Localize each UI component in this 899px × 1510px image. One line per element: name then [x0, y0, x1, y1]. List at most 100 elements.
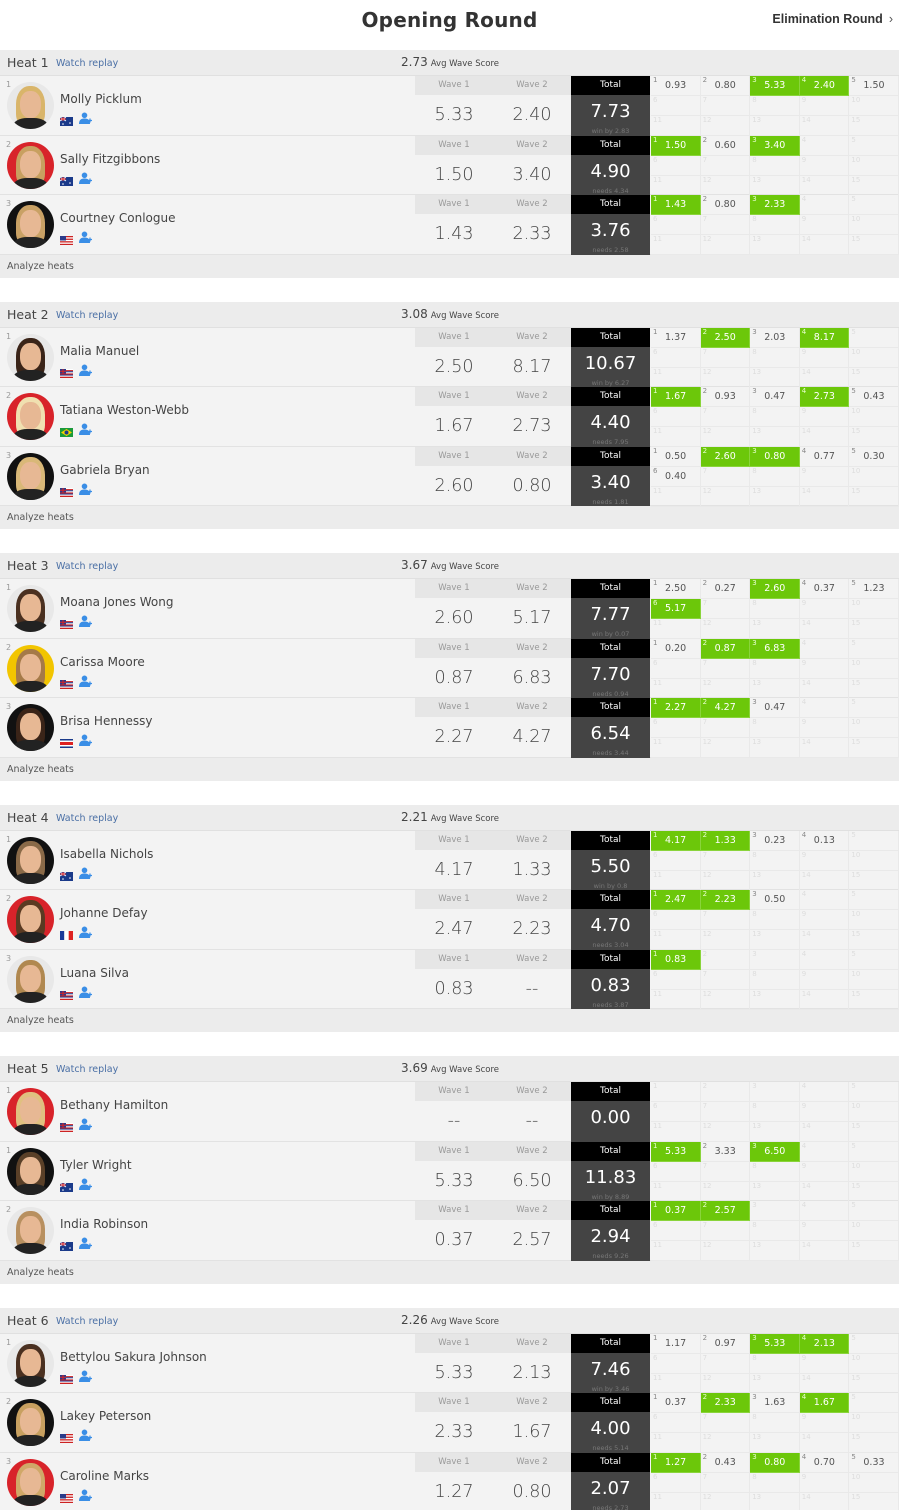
athlete-name[interactable]: Malia Manuel	[60, 343, 140, 358]
wave-score-cell[interactable]: 2 0.43	[700, 1452, 751, 1473]
wave-score-cell[interactable]: 1 0.20	[651, 638, 701, 659]
follow-athlete-icon[interactable]	[79, 1234, 93, 1249]
wave-score-cell[interactable]: 4 1.67	[799, 1393, 850, 1413]
follow-athlete-icon[interactable]	[79, 731, 93, 746]
follow-athlete-icon[interactable]	[79, 1367, 93, 1382]
wave-score-cell[interactable]: 1 0.37	[651, 1393, 701, 1413]
avatar[interactable]	[7, 1339, 54, 1387]
wave-score-cell[interactable]: 3 2.03	[750, 327, 800, 348]
avatar[interactable]	[7, 955, 54, 1003]
wave-score-cell[interactable]: 1 1.43	[651, 195, 701, 215]
athlete-name[interactable]: Bethany Hamilton	[60, 1098, 169, 1112]
wave-score-cell[interactable]: 6 5.17	[651, 599, 701, 619]
wave-score-cell[interactable]: 1 0.37	[651, 1201, 701, 1221]
wave-score-cell[interactable]: 4 0.77	[799, 446, 850, 467]
wave-score-cell[interactable]: 1 1.17	[651, 1333, 701, 1354]
wave-score-cell[interactable]: 2 0.80	[700, 195, 751, 215]
wave-score-cell[interactable]: 1 2.47	[651, 890, 701, 910]
wave-score-cell[interactable]: 1 1.27	[651, 1452, 701, 1473]
athlete-name[interactable]: Bettylou Sakura Johnson	[60, 1349, 207, 1364]
avatar[interactable]	[7, 393, 54, 440]
wave-score-cell[interactable]: 3 0.80	[750, 446, 800, 467]
wave-score-cell[interactable]: 1 0.83	[651, 949, 701, 970]
wave-score-cell[interactable]: 4 0.70	[799, 1452, 850, 1473]
athlete-name[interactable]: Johanne Defay	[60, 906, 148, 920]
avatar[interactable]	[7, 1399, 54, 1446]
wave-score-cell[interactable]: 2 3.33	[700, 1141, 751, 1162]
wave-score-cell[interactable]: 4 2.73	[799, 387, 850, 407]
wave-score-cell[interactable]: 3 5.33	[750, 1333, 800, 1354]
avatar[interactable]	[7, 585, 54, 632]
wave-score-cell[interactable]: 5 1.23	[849, 579, 899, 599]
wave-score-cell[interactable]: 3 3.40	[750, 135, 800, 156]
watch-replay-link[interactable]: Watch replay	[56, 58, 119, 69]
avatar[interactable]	[7, 1207, 54, 1254]
watch-replay-link[interactable]: Watch replay	[56, 561, 119, 572]
avatar[interactable]	[7, 836, 54, 884]
athlete-name[interactable]: Courtney Conlogue	[60, 211, 176, 225]
watch-replay-link[interactable]: Watch replay	[56, 1315, 119, 1327]
wave-score-cell[interactable]: 2 0.80	[700, 76, 751, 96]
wave-score-cell[interactable]: 3 0.80	[750, 1452, 800, 1473]
wave-score-cell[interactable]: 3 0.23	[750, 830, 800, 851]
follow-athlete-icon[interactable]	[79, 923, 93, 938]
avatar[interactable]	[7, 1458, 54, 1506]
wave-score-cell[interactable]: 1 0.93	[651, 76, 701, 96]
athlete-name[interactable]: India Robinson	[60, 1217, 149, 1231]
wave-score-cell[interactable]: 2 2.50	[700, 327, 751, 348]
wave-score-cell[interactable]: 2 1.33	[700, 830, 751, 851]
wave-score-cell[interactable]: 3 5.33	[750, 76, 800, 96]
athlete-name[interactable]: Lakey Peterson	[60, 1409, 152, 1423]
wave-score-cell[interactable]: 3 1.63	[750, 1393, 800, 1413]
athlete-name[interactable]: Sally Fitzgibbons	[60, 151, 161, 166]
wave-score-cell[interactable]: 3 6.83	[750, 638, 800, 659]
wave-score-cell[interactable]: 5 0.30	[849, 446, 899, 467]
wave-score-cell[interactable]: 4 8.17	[799, 327, 850, 348]
wave-score-cell[interactable]: 3 6.50	[750, 1141, 800, 1162]
athlete-name[interactable]: Isabella Nichols	[60, 846, 154, 861]
avatar[interactable]	[7, 704, 54, 751]
avatar[interactable]	[7, 141, 54, 189]
follow-athlete-icon[interactable]	[79, 1175, 93, 1190]
athlete-name[interactable]: Tatiana Weston-Webb	[60, 403, 189, 417]
wave-score-cell[interactable]: 3 2.33	[750, 195, 800, 215]
wave-score-cell[interactable]: 2 4.27	[700, 698, 751, 718]
wave-score-cell[interactable]: 6 0.40	[651, 466, 701, 487]
wave-score-cell[interactable]: 2 0.27	[700, 579, 751, 599]
wave-score-cell[interactable]: 1 5.33	[651, 1141, 701, 1162]
wave-score-cell[interactable]: 2 0.60	[700, 135, 751, 156]
avatar[interactable]	[7, 1147, 54, 1195]
wave-score-cell[interactable]: 1 0.50	[651, 446, 701, 467]
wave-score-cell[interactable]: 5 0.43	[849, 387, 899, 407]
follow-athlete-icon[interactable]	[79, 1486, 93, 1501]
analyze-heats-link[interactable]: Analyze heats	[0, 506, 899, 529]
athlete-name[interactable]: Molly Picklum	[60, 92, 142, 106]
avatar[interactable]	[7, 1088, 54, 1135]
wave-score-cell[interactable]: 4 2.40	[799, 76, 850, 96]
analyze-heats-link[interactable]: Analyze heats	[0, 1009, 899, 1032]
wave-score-cell[interactable]: 1 2.50	[651, 579, 701, 599]
watch-replay-link[interactable]: Watch replay	[56, 309, 119, 321]
wave-score-cell[interactable]: 2 0.97	[700, 1333, 751, 1354]
follow-athlete-icon[interactable]	[79, 109, 93, 124]
avatar[interactable]	[7, 896, 54, 943]
avatar[interactable]	[7, 82, 54, 129]
follow-athlete-icon[interactable]	[79, 983, 93, 998]
wave-score-cell[interactable]: 3 0.50	[750, 890, 800, 910]
athlete-name[interactable]: Gabriela Bryan	[60, 462, 150, 477]
wave-score-cell[interactable]: 2 2.57	[700, 1201, 751, 1221]
wave-score-cell[interactable]: 2 0.93	[700, 387, 751, 407]
wave-score-cell[interactable]: 5 1.50	[849, 76, 899, 96]
follow-athlete-icon[interactable]	[79, 1115, 93, 1130]
follow-athlete-icon[interactable]	[79, 1426, 93, 1441]
wave-score-cell[interactable]: 1 4.17	[651, 830, 701, 851]
analyze-heats-link[interactable]: Analyze heats	[0, 757, 899, 781]
wave-score-cell[interactable]: 3 0.47	[750, 387, 800, 407]
follow-athlete-icon[interactable]	[79, 480, 93, 495]
analyze-heats-link[interactable]: Analyze heats	[0, 1260, 899, 1284]
next-round-link[interactable]: Elimination Round ›	[772, 12, 893, 26]
follow-athlete-icon[interactable]	[79, 228, 93, 243]
wave-score-cell[interactable]: 4 2.13	[799, 1333, 850, 1354]
wave-score-cell[interactable]: 2 2.60	[700, 446, 751, 467]
follow-athlete-icon[interactable]	[79, 169, 93, 184]
